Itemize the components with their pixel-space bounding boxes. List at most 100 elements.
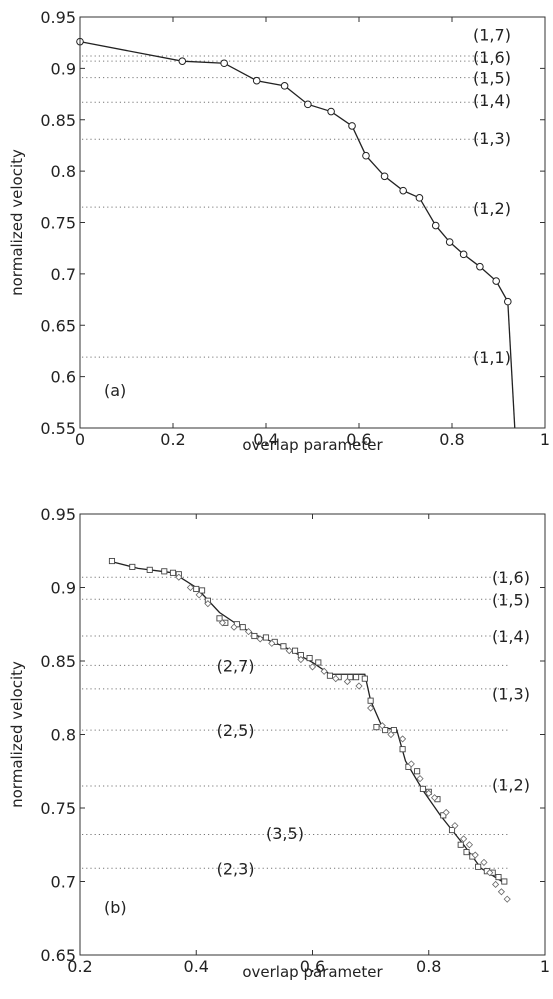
data-point-diamond xyxy=(204,600,212,608)
y-tick-label: 0.6 xyxy=(51,368,76,387)
data-point xyxy=(348,122,356,130)
panel-a-x-axis-title: overlap parameter xyxy=(242,436,383,454)
y-tick-label: 0.95 xyxy=(40,505,76,524)
data-point-diamond xyxy=(486,869,494,877)
panel-b-ticks: 0.2 0.4 0.6 0.8 1 0.65 0.7 0.75 0.8 0.85 0.9 0.95 xyxy=(40,505,550,976)
y-tick-label: 0.7 xyxy=(51,873,76,892)
x-tick-label: 0.6 xyxy=(346,430,371,449)
mode-label: (1,2) xyxy=(473,199,511,218)
panel-a-chart: 0 0.2 0.4 0.6 0.8 1 0.55 0.6 0.65 0.7 0.75 0.8 0.85 0… xyxy=(8,8,550,454)
data-point-diamond xyxy=(407,760,415,768)
y-tick-label: 0.9 xyxy=(51,579,76,598)
panel-a-mode-lines xyxy=(82,55,490,358)
data-point-square xyxy=(129,563,136,570)
data-point-diamond xyxy=(268,639,276,647)
data-point-square xyxy=(262,634,270,641)
panel-a-ticks: 0 0.2 0.4 0.6 0.8 1 0.55 0.6 0.65 0.7 0.75 0.8 0.85 0… xyxy=(40,8,550,449)
data-point-diamond xyxy=(285,647,293,655)
mode-label: (2,3) xyxy=(217,859,255,878)
y-tick-label: 0.7 xyxy=(51,265,76,284)
y-tick-label: 0.65 xyxy=(40,316,76,335)
data-point xyxy=(304,100,312,109)
data-point-diamond xyxy=(465,841,474,849)
data-point-diamond xyxy=(256,635,264,643)
x-tick-label: 0.6 xyxy=(300,957,325,976)
data-point-square xyxy=(146,566,153,573)
mode-label: (1,6) xyxy=(492,568,530,587)
series-line xyxy=(79,41,509,302)
y-tick-label: 0.85 xyxy=(40,652,76,671)
data-point-diamond xyxy=(497,888,505,896)
panel-b-y-axis-title: normalized velocity xyxy=(8,661,26,808)
mode-label: (1,5) xyxy=(492,590,530,609)
data-point-square xyxy=(373,724,380,731)
data-point xyxy=(492,277,500,285)
data-point-square xyxy=(495,874,502,881)
panel-b-frame xyxy=(79,513,546,956)
data-point-square xyxy=(419,785,426,792)
mode-label: (2,5) xyxy=(217,721,255,740)
y-tick-label: 0.8 xyxy=(51,162,76,181)
data-point-diamond xyxy=(367,704,375,712)
data-point xyxy=(178,57,187,65)
y-tick-label: 0.65 xyxy=(40,946,76,965)
mode-label: (3,5) xyxy=(266,824,304,843)
data-point-square xyxy=(501,878,508,885)
data-point xyxy=(431,221,440,230)
data-point-diamond xyxy=(195,591,203,599)
data-point-square xyxy=(361,675,368,682)
data-point-diamond xyxy=(332,675,340,683)
data-point xyxy=(380,172,389,181)
data-point-diamond xyxy=(387,730,395,739)
data-point xyxy=(476,262,484,271)
data-point-diamond xyxy=(343,678,351,686)
y-tick-label: 0.75 xyxy=(40,214,76,233)
data-point xyxy=(327,107,335,116)
data-point-square xyxy=(475,863,482,870)
data-point-square xyxy=(280,643,287,650)
data-point-diamond xyxy=(186,583,195,592)
y-tick-label: 0.85 xyxy=(40,111,76,130)
data-point-square xyxy=(414,768,421,775)
panel-b-label: (b) xyxy=(104,898,127,917)
data-point xyxy=(459,250,468,259)
x-tick-label: 0.4 xyxy=(253,430,278,449)
panel-a-label: (a) xyxy=(104,381,126,400)
data-point-square xyxy=(448,827,456,834)
data-point-square xyxy=(251,632,258,640)
data-point-square xyxy=(457,841,464,848)
data-point-square xyxy=(399,746,406,753)
x-tick-label: 0.8 xyxy=(439,430,464,449)
data-point xyxy=(445,238,454,246)
data-point-square xyxy=(193,585,200,593)
data-point-diamond xyxy=(451,822,459,830)
x-tick-label: 0.4 xyxy=(184,957,209,976)
data-point-diamond xyxy=(416,775,424,783)
mode-label: (1,3) xyxy=(492,684,530,703)
data-point-diamond xyxy=(230,623,238,631)
data-point-square xyxy=(353,674,360,681)
x-tick-label: 0.8 xyxy=(416,957,441,976)
data-point xyxy=(415,194,424,202)
data-point-diamond xyxy=(442,808,450,816)
x-tick-label: 0 xyxy=(75,430,85,449)
data-point-square xyxy=(367,697,374,704)
data-point-diamond xyxy=(320,667,328,675)
data-point-diamond xyxy=(175,573,183,581)
x-tick-label: 1 xyxy=(540,957,550,976)
mode-label: (1,3) xyxy=(473,129,511,148)
mode-label: (1,4) xyxy=(492,627,530,646)
data-point xyxy=(252,76,261,85)
data-point-square xyxy=(161,568,168,575)
y-tick-label: 0.55 xyxy=(40,419,76,438)
data-point-diamond xyxy=(480,858,488,866)
data-point-square xyxy=(169,569,177,576)
panel-a-y-axis-title: normalized velocity xyxy=(8,149,26,296)
panel-a-markers xyxy=(76,37,512,306)
data-point-square xyxy=(315,659,322,666)
data-point-diamond xyxy=(503,895,511,903)
panel-a-mode-labels: (1,7) (1,6) (1,5) (1,4) (1,3) (1,2) (1,1) xyxy=(473,25,511,367)
mode-label: (2,7) xyxy=(217,656,255,675)
data-point-diamond xyxy=(460,835,468,843)
data-point-diamond xyxy=(399,735,407,743)
